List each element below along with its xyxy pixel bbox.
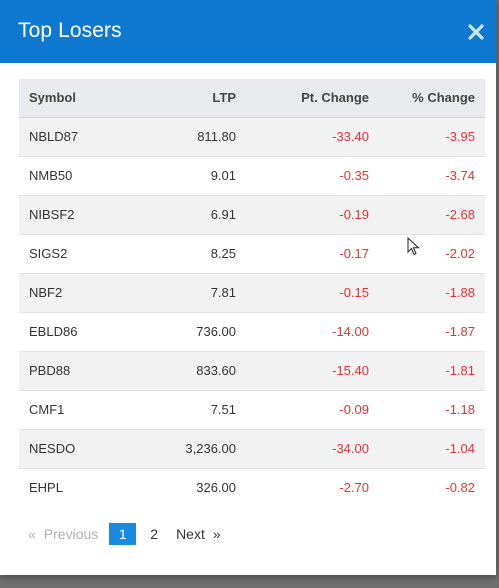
pct-change-cell: -3.74: [379, 155, 485, 195]
ltp-cell: 3,236.00: [129, 428, 246, 468]
modal-title: Top Losers: [18, 19, 122, 42]
ltp-cell: 326.00: [129, 467, 246, 507]
page-2-button[interactable]: 2: [150, 526, 159, 542]
symbol-cell: EHPL: [19, 467, 129, 507]
column-header-symbol[interactable]: Symbol: [19, 79, 129, 118]
modal-header: Top Losers: [0, 0, 496, 63]
pct-change-cell: -1.18: [379, 389, 485, 429]
table-row[interactable]: NESDO 3,236.00 -34.00 -1.04: [19, 428, 485, 468]
mouse-pointer-icon: [407, 237, 420, 256]
table-row[interactable]: NMB50 9.01 -0.35 -3.74: [19, 155, 485, 195]
losers-table-container: Symbol LTP Pt. Change % Change NBLD87 811…: [19, 79, 485, 507]
close-icon[interactable]: [466, 20, 486, 44]
pt-change-cell: -0.17: [246, 233, 379, 273]
symbol-cell: NBLD87: [19, 116, 129, 156]
pct-change-cell: -1.81: [379, 350, 485, 390]
next-page-button[interactable]: Next: [176, 526, 205, 542]
column-header-pct-change[interactable]: % Change: [379, 79, 485, 118]
pt-change-cell: -34.00: [246, 428, 379, 468]
pct-change-cell: -2.02: [379, 233, 485, 273]
table-row[interactable]: CMF1 7.51 -0.09 -1.18: [19, 389, 485, 429]
table-row[interactable]: EBLD86 736.00 -14.00 -1.87: [19, 311, 485, 351]
symbol-cell: SIGS2: [19, 233, 129, 273]
last-page-arrow[interactable]: »: [212, 526, 221, 542]
pct-change-cell: -1.87: [379, 311, 485, 351]
pct-change-cell: -2.68: [379, 194, 485, 234]
pt-change-cell: -0.19: [246, 194, 379, 234]
ltp-cell: 7.51: [129, 389, 246, 429]
table-header-row: Symbol LTP Pt. Change % Change: [19, 79, 485, 118]
symbol-cell: NESDO: [19, 428, 129, 468]
table-row[interactable]: SIGS2 8.25 -0.17 -2.02: [19, 233, 485, 273]
ltp-cell: 811.80: [129, 116, 246, 156]
pt-change-cell: -15.40: [246, 350, 379, 390]
ltp-cell: 6.91: [129, 194, 246, 234]
table-row[interactable]: EHPL 326.00 -2.70 -0.82: [19, 467, 485, 507]
ltp-cell: 7.81: [129, 272, 246, 312]
table-row[interactable]: NIBSF2 6.91 -0.19 -2.68: [19, 194, 485, 234]
ltp-cell: 736.00: [129, 311, 246, 351]
symbol-cell: NIBSF2: [19, 194, 129, 234]
pt-change-cell: -0.09: [246, 389, 379, 429]
losers-table: Symbol LTP Pt. Change % Change NBLD87 811…: [19, 79, 485, 507]
symbol-cell: NBF2: [19, 272, 129, 312]
previous-page-button: Previous: [43, 526, 99, 542]
symbol-cell: CMF1: [19, 389, 129, 429]
pagination: « Previous 1 2 Next »: [28, 523, 229, 545]
page-1-button[interactable]: 1: [109, 523, 137, 545]
table-row[interactable]: PBD88 833.60 -15.40 -1.81: [19, 350, 485, 390]
pct-change-cell: -0.82: [379, 467, 485, 507]
pt-change-cell: -0.15: [246, 272, 379, 312]
ltp-cell: 833.60: [129, 350, 246, 390]
symbol-cell: NMB50: [19, 155, 129, 195]
ltp-cell: 9.01: [129, 155, 246, 195]
pct-change-cell: -3.95: [379, 116, 485, 156]
table-row[interactable]: NBLD87 811.80 -33.40 -3.95: [19, 116, 485, 156]
symbol-cell: PBD88: [19, 350, 129, 390]
pct-change-cell: -1.04: [379, 428, 485, 468]
ltp-cell: 8.25: [129, 233, 246, 273]
symbol-cell: EBLD86: [19, 311, 129, 351]
pct-change-cell: -1.88: [379, 272, 485, 312]
pt-change-cell: -2.70: [246, 467, 379, 507]
first-page-arrow: «: [28, 526, 36, 542]
top-losers-modal: Top Losers Symbol LTP Pt. Change % Chang…: [0, 0, 496, 575]
pt-change-cell: -0.35: [246, 155, 379, 195]
pt-change-cell: -33.40: [246, 116, 379, 156]
column-header-ltp[interactable]: LTP: [129, 79, 246, 118]
column-header-pt-change[interactable]: Pt. Change: [246, 79, 379, 118]
table-row[interactable]: NBF2 7.81 -0.15 -1.88: [19, 272, 485, 312]
pt-change-cell: -14.00: [246, 311, 379, 351]
